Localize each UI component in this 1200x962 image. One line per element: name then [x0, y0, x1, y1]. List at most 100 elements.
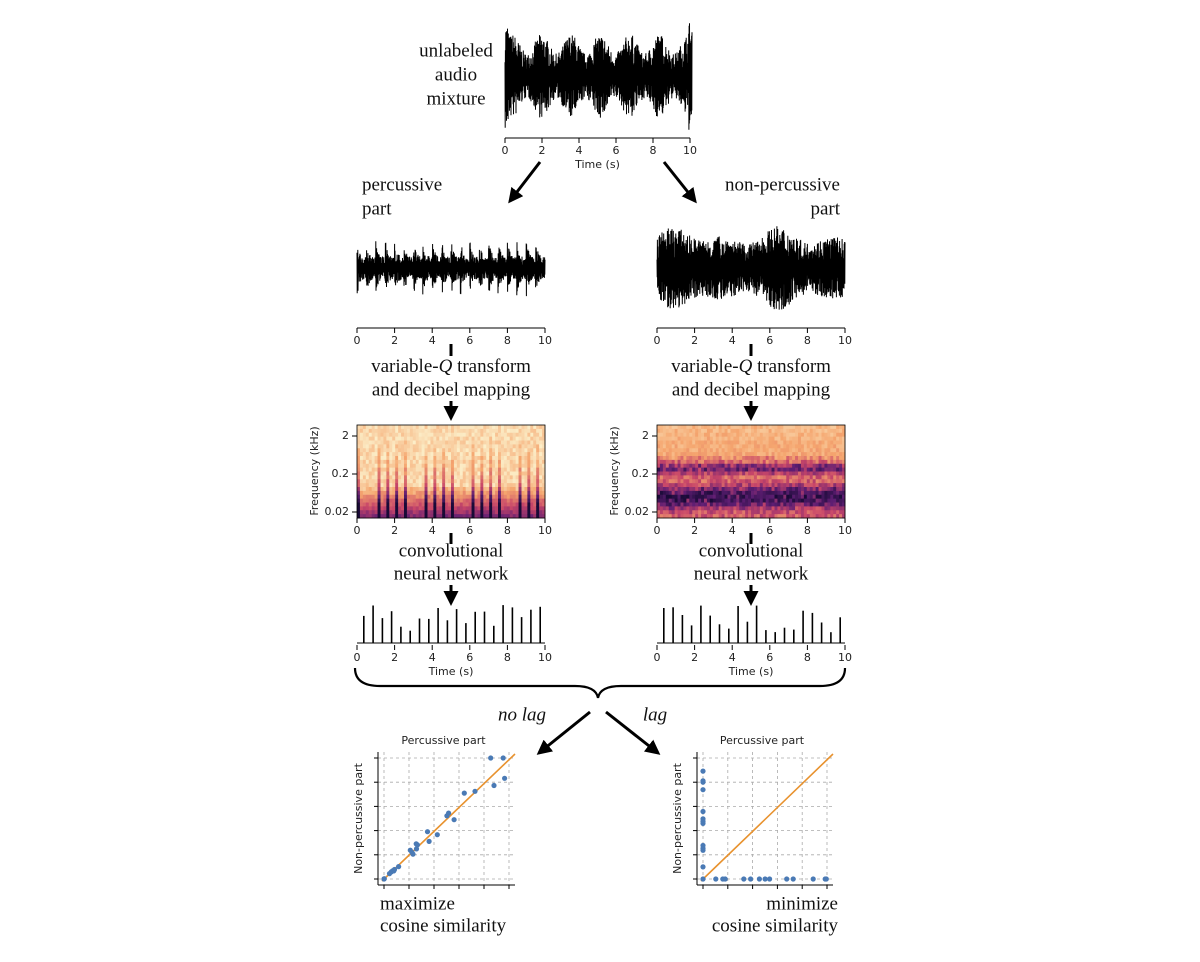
spectrogram-cell	[724, 456, 728, 461]
spectrogram-cell	[712, 487, 717, 492]
spectrogram-cell	[509, 510, 514, 515]
spectrogram-cell	[374, 452, 378, 457]
spectrogram-cell	[495, 436, 499, 441]
spectrogram-cell	[404, 506, 408, 511]
spectrogram-cell	[421, 498, 425, 503]
spectrogram-cell	[780, 467, 784, 472]
spectrogram-cell	[671, 506, 676, 511]
spectrogram-cell	[500, 436, 505, 441]
spectrogram-cell	[686, 436, 690, 441]
spectrogram-cell	[392, 506, 396, 511]
spectrogram-cell	[833, 490, 837, 496]
spectrogram-cell	[724, 502, 728, 507]
spectrogram-cell	[674, 483, 678, 488]
spectrogram-cell	[803, 448, 808, 453]
spectrogram-cell	[777, 452, 781, 457]
spectrogram-cell	[724, 428, 728, 434]
spectrogram-cell	[798, 448, 802, 453]
spectrogram-cell	[692, 487, 696, 492]
spectrogram-cell	[815, 428, 819, 434]
spectrogram-cell	[500, 459, 505, 465]
spectrogram-cell	[477, 471, 481, 476]
spectrogram-cell	[451, 467, 455, 472]
spectrogram-cell	[433, 440, 437, 445]
spectrogram-cell	[377, 425, 381, 430]
spectrogram-cell	[706, 440, 711, 445]
spectrogram-cell	[421, 510, 425, 515]
spectrogram-cell	[395, 452, 399, 457]
spectrogram-cell	[389, 428, 393, 434]
spectrogram-cell	[756, 502, 761, 507]
spectrogram-cell	[468, 459, 472, 465]
spectrogram-cell	[518, 487, 522, 492]
spectrogram-cell	[412, 494, 417, 500]
spectrogram-cell	[409, 498, 414, 503]
spectrogram-cell	[392, 475, 396, 480]
spectrogram-cell	[498, 452, 502, 457]
spectrogram-cell	[736, 514, 740, 519]
spectrogram-cell	[821, 467, 825, 472]
x-tick-label: 6	[766, 651, 773, 664]
spectrogram-cell	[786, 428, 790, 434]
spectrogram-cell	[433, 428, 437, 434]
spectrogram-cell	[745, 498, 749, 503]
scatter-point	[700, 787, 706, 793]
x-tick-label: 4	[729, 334, 736, 347]
spectrogram-cell	[712, 436, 717, 441]
spectrogram-cell	[536, 428, 540, 434]
spectrogram-cell	[527, 498, 531, 503]
spectrogram-cell	[812, 436, 817, 441]
spectrogram-cell	[395, 459, 399, 465]
spectrogram-cell	[689, 463, 693, 469]
spectrogram-cell	[395, 498, 399, 503]
spectrogram-cell	[365, 506, 370, 511]
spectrogram-cell	[430, 487, 434, 492]
spectrogram-cell	[815, 475, 819, 480]
spectrogram-cell	[795, 436, 799, 441]
spectrogram-cell	[500, 425, 505, 430]
spectrogram-cell	[657, 483, 661, 488]
spectrogram-cell	[806, 471, 811, 476]
spectrogram-cell	[830, 506, 834, 511]
spectrogram-cell	[809, 459, 814, 465]
spectrogram-cell	[724, 467, 728, 472]
spectrogram-cell	[680, 506, 684, 511]
spectrogram-cell	[518, 459, 522, 465]
spectrogram-cell	[436, 467, 440, 472]
spectrogram-cell	[759, 490, 764, 496]
spectrogram-cell	[527, 490, 531, 496]
spectrogram-cell	[751, 436, 755, 441]
spectrogram-cell	[424, 483, 428, 488]
spectrogram-cell	[365, 428, 370, 434]
spectrogram-cell	[762, 456, 767, 461]
spectrogram-cell	[745, 452, 749, 457]
spectrogram-cell	[503, 444, 508, 449]
spectrogram-cell	[406, 490, 411, 496]
spectrogram-cell	[830, 444, 834, 449]
spectrogram-cell	[683, 510, 687, 515]
spectrogram-cell	[480, 483, 484, 488]
spectrogram-cell	[680, 514, 684, 519]
spectrogram-cell	[503, 459, 508, 465]
spectrogram-cell	[412, 506, 417, 511]
spectrogram-cell	[427, 444, 431, 449]
spectrogram-cell	[374, 510, 378, 515]
spectrogram-cell	[383, 463, 387, 469]
spectrogram-cell	[671, 487, 676, 492]
spectrogram-cell	[401, 459, 405, 465]
spectrogram-cell	[839, 506, 843, 511]
spectrogram-cell	[759, 479, 764, 484]
spectrogram-cell	[753, 459, 758, 465]
spectrogram-cell	[718, 440, 723, 445]
spectrogram-cell	[506, 510, 511, 515]
spectrogram-cell	[492, 459, 496, 465]
spectrogram-cell	[756, 510, 761, 515]
spectrogram-cell	[780, 432, 784, 438]
x-tick-label: 0	[502, 144, 509, 157]
spectrogram-cell	[486, 494, 490, 500]
spectrogram-cell	[765, 459, 770, 465]
spectrogram-cell	[433, 463, 437, 469]
spectrogram-cell	[739, 510, 743, 515]
spectrogram-cell	[483, 483, 487, 488]
spectrogram-cell	[762, 487, 767, 492]
